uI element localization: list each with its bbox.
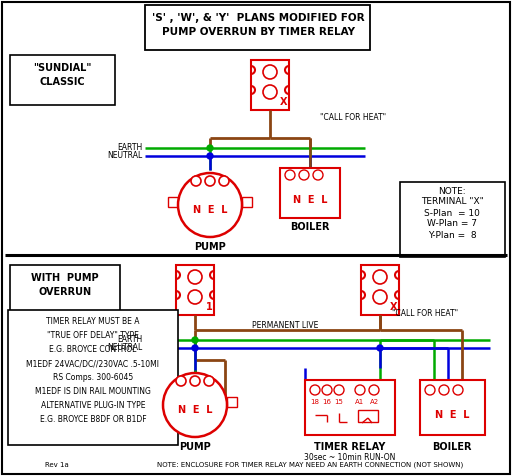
Text: NEUTRAL: NEUTRAL (106, 151, 142, 160)
Bar (227, 397, 237, 407)
Text: WITH  PUMP: WITH PUMP (31, 273, 99, 283)
Text: PERMANENT LIVE: PERMANENT LIVE (252, 320, 318, 329)
Text: "CALL FOR HEAT": "CALL FOR HEAT" (392, 308, 458, 317)
Text: NEUTRAL: NEUTRAL (106, 344, 142, 353)
Circle shape (299, 170, 309, 180)
Circle shape (285, 170, 295, 180)
Text: 1: 1 (206, 302, 212, 312)
Bar (280, 168, 340, 218)
Text: "TRUE OFF DELAY" TYPE: "TRUE OFF DELAY" TYPE (47, 331, 139, 340)
Circle shape (373, 290, 387, 304)
Bar (361, 265, 399, 315)
Circle shape (313, 170, 323, 180)
Text: PUMP OVERRUN BY TIMER RELAY: PUMP OVERRUN BY TIMER RELAY (161, 27, 354, 37)
Bar (251, 60, 289, 110)
Circle shape (205, 176, 215, 186)
Text: TIMER RELAY: TIMER RELAY (314, 442, 386, 452)
Bar (420, 380, 485, 435)
Text: 16: 16 (323, 399, 331, 405)
Text: NOTE:: NOTE: (438, 188, 466, 197)
Bar (145, 5, 370, 50)
Circle shape (425, 385, 435, 395)
Text: Rev 1a: Rev 1a (45, 462, 69, 468)
Text: PUMP: PUMP (179, 442, 211, 452)
Text: EARTH: EARTH (117, 143, 142, 152)
Bar (358, 410, 378, 422)
Circle shape (192, 337, 198, 343)
Text: X: X (390, 302, 398, 312)
Circle shape (453, 385, 463, 395)
Text: 18: 18 (310, 399, 319, 405)
Text: PUMP: PUMP (194, 242, 226, 252)
Bar (168, 197, 178, 207)
Text: 15: 15 (334, 399, 344, 405)
Text: BOILER: BOILER (432, 442, 472, 452)
Bar (305, 380, 395, 435)
Circle shape (207, 153, 213, 159)
Text: W-Plan = 7: W-Plan = 7 (427, 219, 477, 228)
Text: BOILER: BOILER (290, 222, 330, 232)
Text: NOTE: ENCLOSURE FOR TIMER RELAY MAY NEED AN EARTH CONNECTION (NOT SHOWN): NOTE: ENCLOSURE FOR TIMER RELAY MAY NEED… (157, 462, 463, 468)
Circle shape (163, 373, 227, 437)
Circle shape (190, 376, 200, 386)
Circle shape (188, 270, 202, 284)
Text: S-Plan  = 10: S-Plan = 10 (424, 208, 480, 218)
Bar (153, 397, 163, 407)
Text: N  E  L: N E L (435, 410, 470, 420)
Circle shape (373, 270, 387, 284)
Circle shape (322, 385, 332, 395)
Text: A2: A2 (370, 399, 378, 405)
Text: M1EDF 24VAC/DC//230VAC .5-10MI: M1EDF 24VAC/DC//230VAC .5-10MI (27, 359, 160, 368)
Circle shape (263, 85, 277, 99)
Bar (8, 310, 178, 445)
Bar (176, 265, 214, 315)
Text: ALTERNATIVE PLUG-IN TYPE: ALTERNATIVE PLUG-IN TYPE (41, 401, 145, 410)
Text: E.G. BROYCE B8DF OR B1DF: E.G. BROYCE B8DF OR B1DF (40, 416, 146, 425)
Circle shape (176, 376, 186, 386)
Text: "SUNDIAL": "SUNDIAL" (33, 63, 91, 73)
Circle shape (207, 145, 213, 151)
Circle shape (377, 345, 383, 351)
Text: TIMER RELAY MUST BE A: TIMER RELAY MUST BE A (46, 317, 140, 327)
Text: Y-Plan =  8: Y-Plan = 8 (428, 230, 476, 239)
Text: "CALL FOR HEAT": "CALL FOR HEAT" (320, 113, 386, 122)
Circle shape (204, 376, 214, 386)
Text: EARTH: EARTH (117, 336, 142, 345)
Text: E.G. BROYCE CONTROL: E.G. BROYCE CONTROL (49, 346, 137, 355)
Bar (400, 182, 505, 257)
Circle shape (369, 385, 379, 395)
Text: 30sec ~ 10min RUN-ON: 30sec ~ 10min RUN-ON (304, 454, 396, 463)
Text: X: X (280, 97, 288, 107)
Circle shape (310, 385, 320, 395)
Text: TERMINAL "X": TERMINAL "X" (421, 198, 483, 207)
Circle shape (192, 345, 198, 351)
Text: N  E  L: N E L (193, 205, 227, 215)
Circle shape (191, 176, 201, 186)
Circle shape (439, 385, 449, 395)
Bar (242, 197, 252, 207)
Bar (10, 265, 120, 315)
Text: A1: A1 (355, 399, 365, 405)
Text: M1EDF IS DIN RAIL MOUNTING: M1EDF IS DIN RAIL MOUNTING (35, 387, 151, 397)
Text: N  E  L: N E L (178, 405, 212, 415)
Text: RS Comps. 300-6045: RS Comps. 300-6045 (53, 374, 133, 383)
Text: OVERRUN: OVERRUN (38, 287, 92, 297)
Circle shape (188, 290, 202, 304)
Circle shape (263, 65, 277, 79)
Circle shape (219, 176, 229, 186)
Circle shape (178, 173, 242, 237)
Circle shape (355, 385, 365, 395)
Circle shape (334, 385, 344, 395)
Text: CLASSIC: CLASSIC (39, 77, 85, 87)
Text: N  E  L: N E L (293, 195, 327, 205)
Text: 'S' , 'W', & 'Y'  PLANS MODIFIED FOR: 'S' , 'W', & 'Y' PLANS MODIFIED FOR (152, 13, 365, 23)
Bar (10, 55, 115, 105)
